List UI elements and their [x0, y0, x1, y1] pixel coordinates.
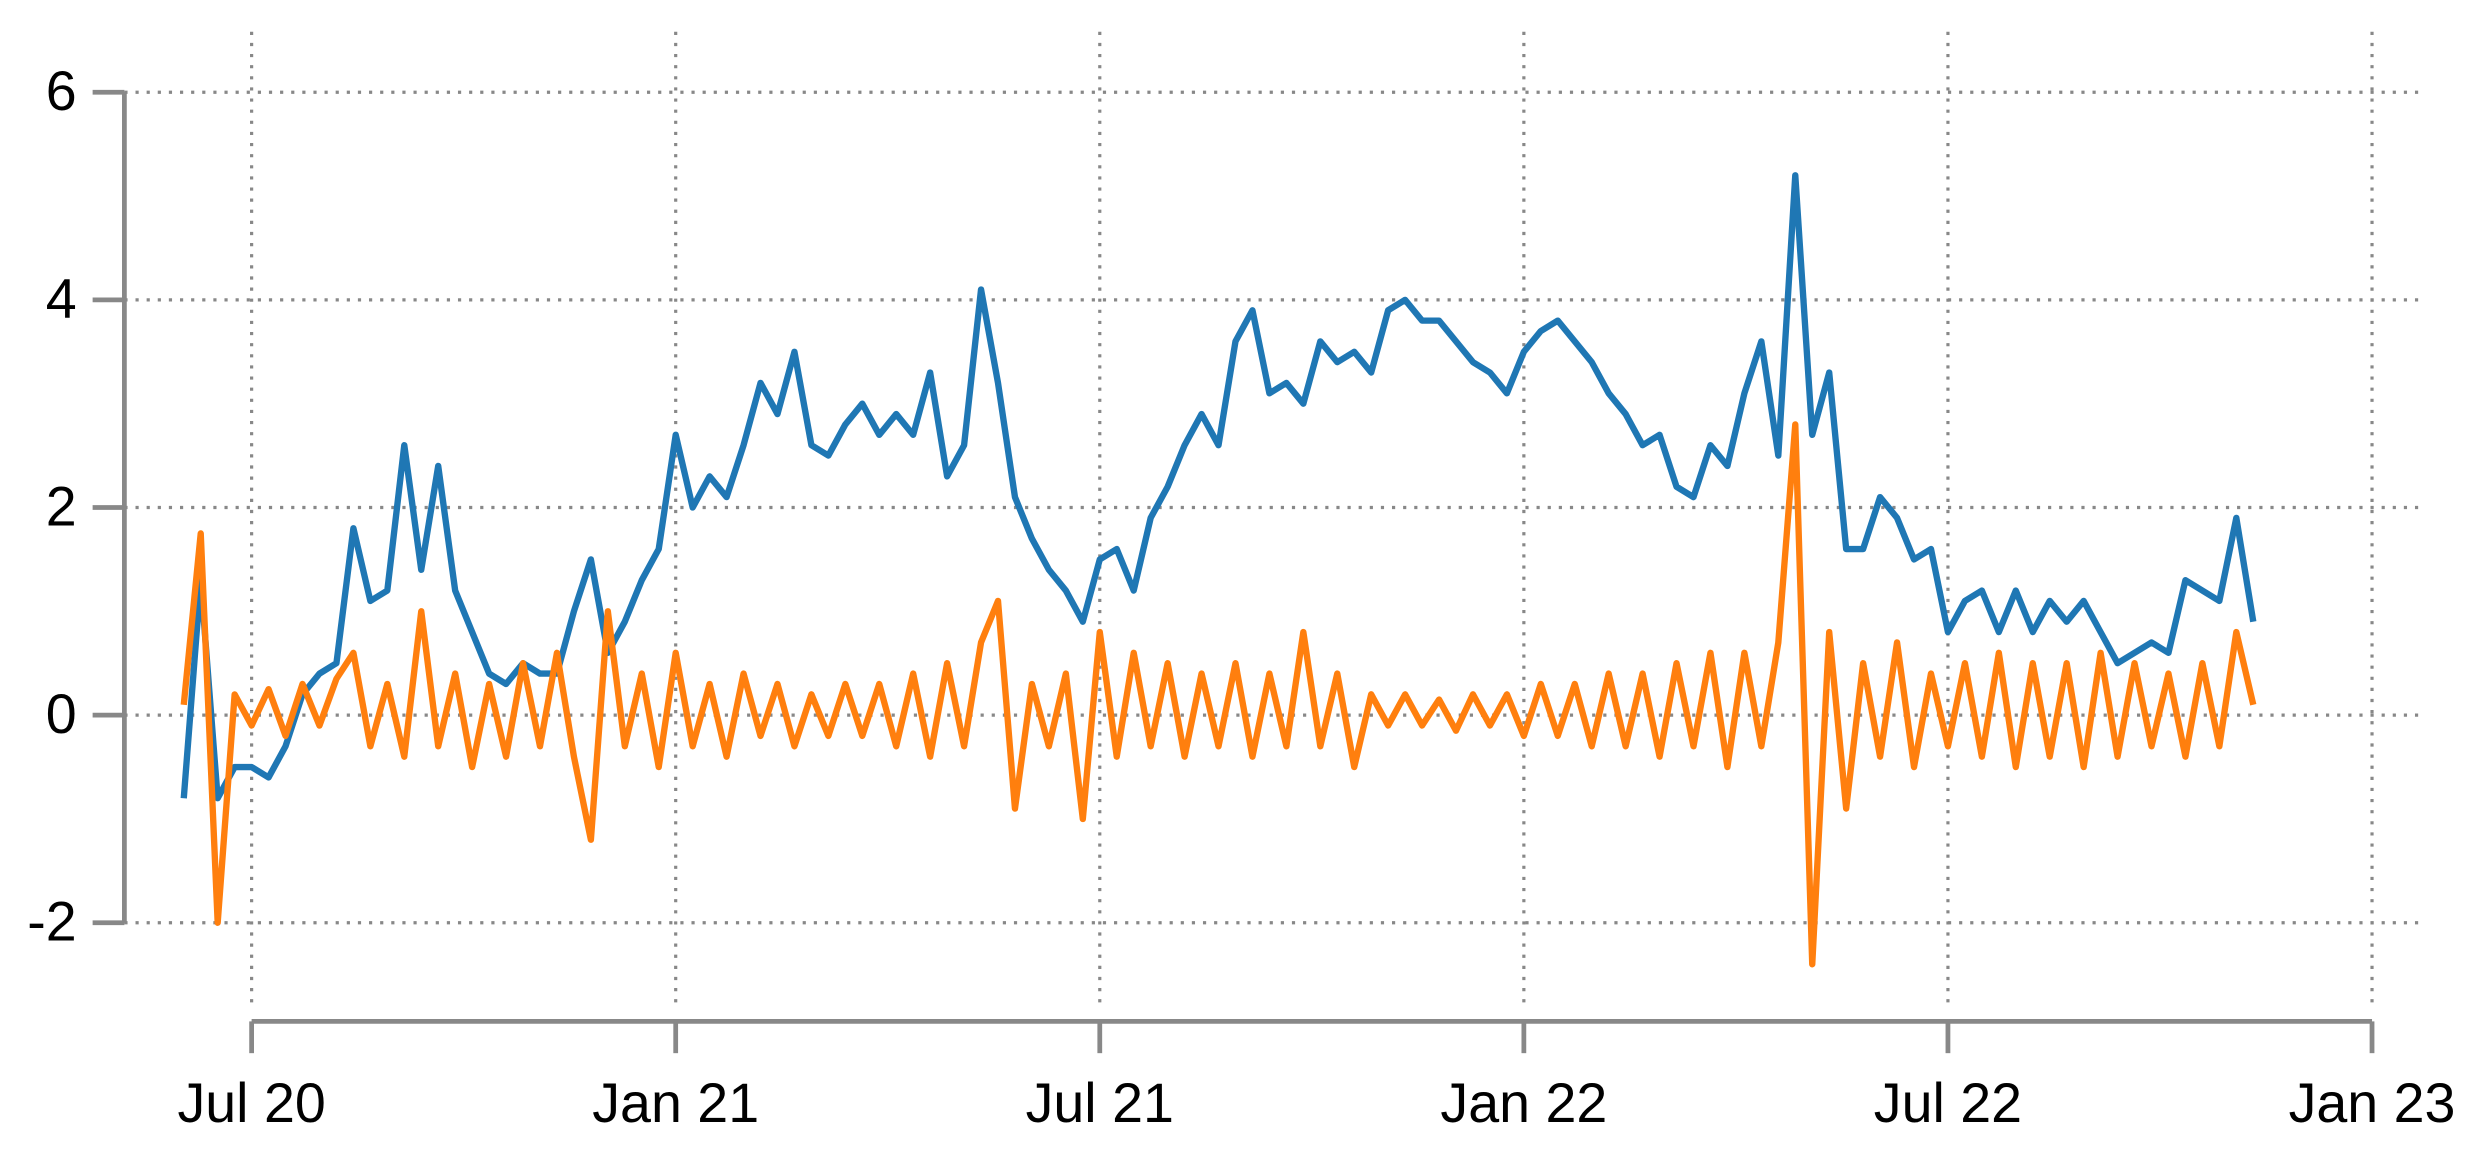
y-tick-label: 6 [46, 60, 77, 122]
y-tick-label: 2 [46, 475, 77, 537]
y-tick-label: 4 [46, 268, 77, 330]
line-series [180, 421, 2257, 968]
y-tick-label: -2 [27, 891, 76, 953]
x-tick-label: Jul 22 [1874, 1072, 2022, 1134]
x-tick-label: Jan 23 [2289, 1072, 2456, 1134]
y-tick-label: 0 [46, 683, 77, 745]
line-series [180, 172, 2257, 802]
x-tick-label: Jan 22 [1440, 1072, 1607, 1134]
x-tick-label: Jul 20 [177, 1072, 325, 1134]
x-tick-label: Jul 21 [1026, 1072, 1174, 1134]
x-tick-label: Jan 21 [592, 1072, 759, 1134]
